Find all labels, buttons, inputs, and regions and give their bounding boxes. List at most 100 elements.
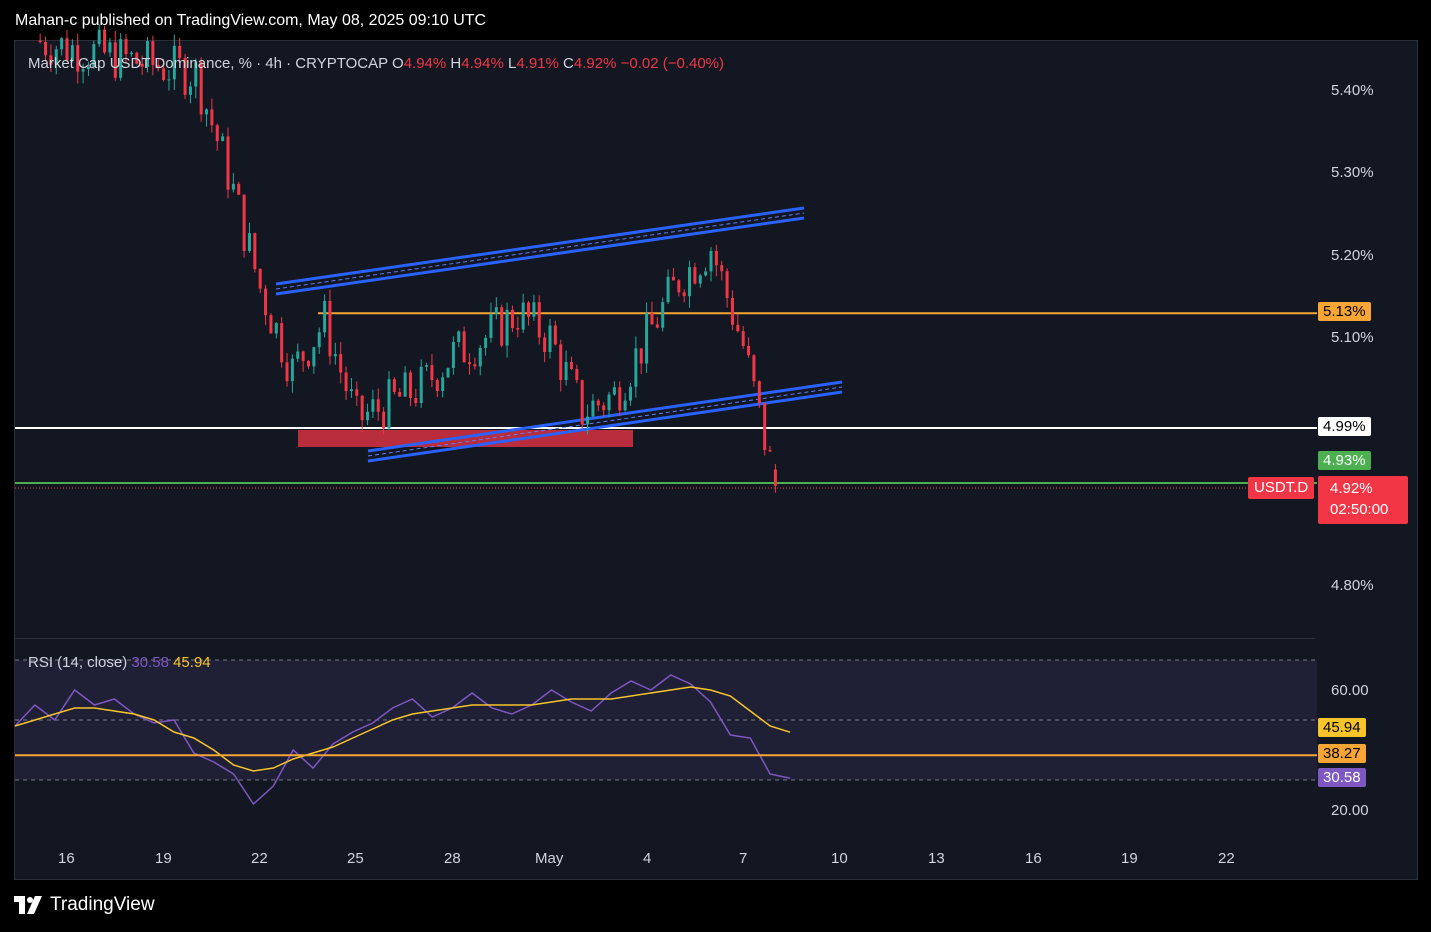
candle-body — [451, 342, 455, 368]
candle-body — [618, 387, 622, 411]
candle-body — [752, 355, 756, 382]
candle-body — [65, 38, 69, 61]
white-level-badge: 4.99% — [1318, 417, 1371, 436]
high-label: H — [450, 55, 462, 72]
candle-body — [226, 136, 230, 190]
symbol-badge: USDT.D — [1248, 477, 1315, 499]
orange-level-badge: 5.13% — [1318, 302, 1371, 321]
candle-body — [140, 63, 144, 67]
candle-body — [103, 29, 107, 53]
candle-body — [763, 403, 767, 450]
bar-countdown: 02:50:00 — [1330, 501, 1389, 518]
candle-body — [280, 323, 284, 363]
candle-body — [237, 183, 241, 195]
tradingview-logo[interactable]: TradingView — [14, 894, 155, 916]
candle-body — [741, 331, 745, 346]
candle-body — [516, 327, 520, 330]
rsi-legend: RSI (14, close) 30.58 45.94 — [28, 654, 211, 671]
candle-body — [559, 344, 563, 380]
candle-body — [49, 55, 53, 65]
candle-body — [548, 325, 552, 352]
candle-body — [462, 331, 466, 363]
candle-body — [757, 381, 761, 404]
candle-body — [205, 109, 209, 115]
candle-body — [457, 331, 461, 343]
candle-body — [484, 337, 488, 348]
candle-body — [709, 251, 713, 272]
candle-body — [607, 394, 611, 411]
candle-body — [661, 302, 665, 328]
candle-body — [151, 41, 155, 65]
candle-body — [301, 351, 305, 361]
chart-frame[interactable] — [14, 40, 1418, 880]
channel-lower-outer — [367, 380, 843, 453]
time-tick: 10 — [831, 850, 848, 867]
rsi-label: RSI (14, close) — [28, 654, 128, 671]
time-tick: 19 — [1121, 850, 1138, 867]
time-tick: 22 — [1218, 850, 1235, 867]
candle-body — [156, 64, 160, 69]
candle-body — [366, 411, 370, 421]
candle-body — [408, 372, 412, 398]
candle-body — [231, 183, 235, 190]
price-tick: 5.10% — [1331, 329, 1374, 346]
candle-body — [714, 251, 718, 266]
candle-body — [86, 66, 90, 70]
time-tick: 25 — [347, 850, 364, 867]
close-value: 4.92% — [573, 55, 617, 72]
rsi-line — [14, 674, 791, 806]
candle-body — [333, 354, 337, 357]
candle-body — [580, 380, 584, 425]
candle-body — [307, 360, 310, 367]
candle-body — [188, 86, 192, 95]
candle-body — [167, 79, 171, 81]
high-value: 4.94% — [461, 55, 504, 72]
current-price-badge: 4.92% 02:50:00 — [1318, 476, 1408, 524]
price-legend: Market Cap USDT Dominance, % · 4h · CRYP… — [28, 55, 724, 72]
candle-body — [602, 405, 606, 411]
candle-body — [344, 372, 348, 392]
candle-body — [242, 194, 246, 251]
demand-zone — [298, 430, 633, 447]
candle-body — [425, 365, 429, 367]
candle-body — [323, 300, 327, 333]
pane-separator — [15, 638, 1315, 639]
candle-body — [494, 307, 498, 315]
green-level-badge: 4.93% — [1318, 451, 1371, 470]
price-tick: 4.80% — [1331, 577, 1374, 594]
candle-body — [76, 45, 80, 72]
low-value: 4.91% — [516, 55, 559, 72]
change-value: −0.02 (−0.40%) — [620, 55, 725, 72]
candle-body — [688, 267, 692, 297]
candle-body — [489, 314, 493, 338]
candle-body — [371, 399, 375, 412]
candle-body — [468, 362, 471, 365]
candle-body — [97, 29, 101, 45]
candle-body — [666, 276, 670, 303]
candle-body — [129, 52, 133, 55]
candle-body — [596, 400, 600, 406]
open-value: 4.94% — [403, 55, 447, 72]
candle-body — [419, 366, 423, 403]
rsi-ma-line — [14, 686, 791, 772]
current-price: 4.92% — [1330, 480, 1373, 497]
time-tick: May — [535, 850, 564, 867]
channel-upper-mid — [275, 212, 805, 290]
rsi-tick: 60.00 — [1331, 682, 1369, 699]
candle-body — [92, 44, 96, 67]
candle-body — [586, 416, 590, 425]
time-tick: 13 — [928, 850, 945, 867]
time-tick: 4 — [643, 850, 652, 867]
price-tick: 5.20% — [1331, 247, 1374, 264]
candle-body — [473, 364, 477, 367]
candle-body — [60, 38, 64, 50]
time-tick: 16 — [58, 850, 75, 867]
candle-body — [398, 391, 402, 397]
time-tick: 7 — [739, 850, 748, 867]
candle-body — [768, 449, 772, 452]
candle-body — [258, 269, 262, 289]
candle-body — [296, 351, 300, 359]
candle-body — [591, 400, 595, 417]
candle-body — [527, 302, 531, 317]
